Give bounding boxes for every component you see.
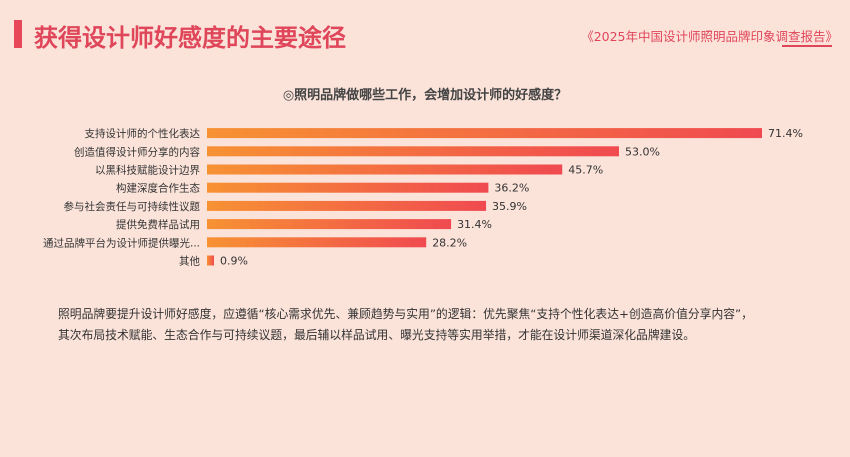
summary-line-2: 其次布局技术赋能、生态合作与可持续议题，最后辅以样品试用、曝光支持等实用举措，才… — [58, 328, 696, 342]
value-label: 35.9% — [492, 200, 527, 213]
category-label: 其他 — [179, 255, 200, 268]
source-underline — [782, 45, 832, 47]
category-label: 支持设计师的个性化表达 — [85, 127, 201, 140]
bar — [207, 128, 762, 139]
title-accent-bar — [14, 20, 22, 48]
value-label: 36.2% — [494, 182, 529, 195]
category-label: 提供免费样品试用 — [116, 218, 200, 231]
value-label: 31.4% — [457, 218, 492, 231]
category-label: 以黑科技赋能设计边界 — [95, 164, 200, 177]
summary-line-1: 照明品牌要提升设计师好感度，应遵循“核心需求优先、兼顾趋势与实用”的逻辑：优先聚… — [58, 307, 753, 321]
bar — [207, 255, 214, 266]
value-label: 0.9% — [220, 255, 248, 268]
value-label: 71.4% — [768, 127, 803, 140]
value-label: 28.2% — [432, 236, 467, 249]
bar — [207, 219, 452, 230]
summary-text: 照明品牌要提升设计师好感度，应遵循“核心需求优先、兼顾趋势与实用”的逻辑：优先聚… — [58, 304, 818, 346]
bar — [207, 146, 619, 157]
value-label: 53.0% — [625, 145, 660, 158]
bar-chart: 支持设计师的个性化表达 71.4% 创造值得设计师分享的内容 53.0% 以黑科技赋能设… — [43, 127, 803, 268]
category-label: 构建深度合作生态 — [116, 182, 200, 195]
page-title: 获得设计师好感度的主要途径 — [34, 24, 346, 52]
bar — [207, 182, 489, 193]
source-label: 《2025年中国设计师照明品牌印象调查报告》 — [581, 29, 838, 44]
bar — [207, 237, 427, 248]
chart-title: ◎照明品牌做哪些工作，会增加设计师的好感度？ — [282, 88, 568, 103]
category-label: 参与社会责任与可持续性议题 — [64, 200, 201, 213]
category-label: 创造值得设计师分享的内容 — [74, 145, 200, 158]
bar — [207, 200, 487, 211]
value-label: 45.7% — [568, 164, 603, 177]
bar — [207, 164, 563, 175]
category-label: 通过品牌平台为设计师提供曝光... — [43, 236, 200, 249]
